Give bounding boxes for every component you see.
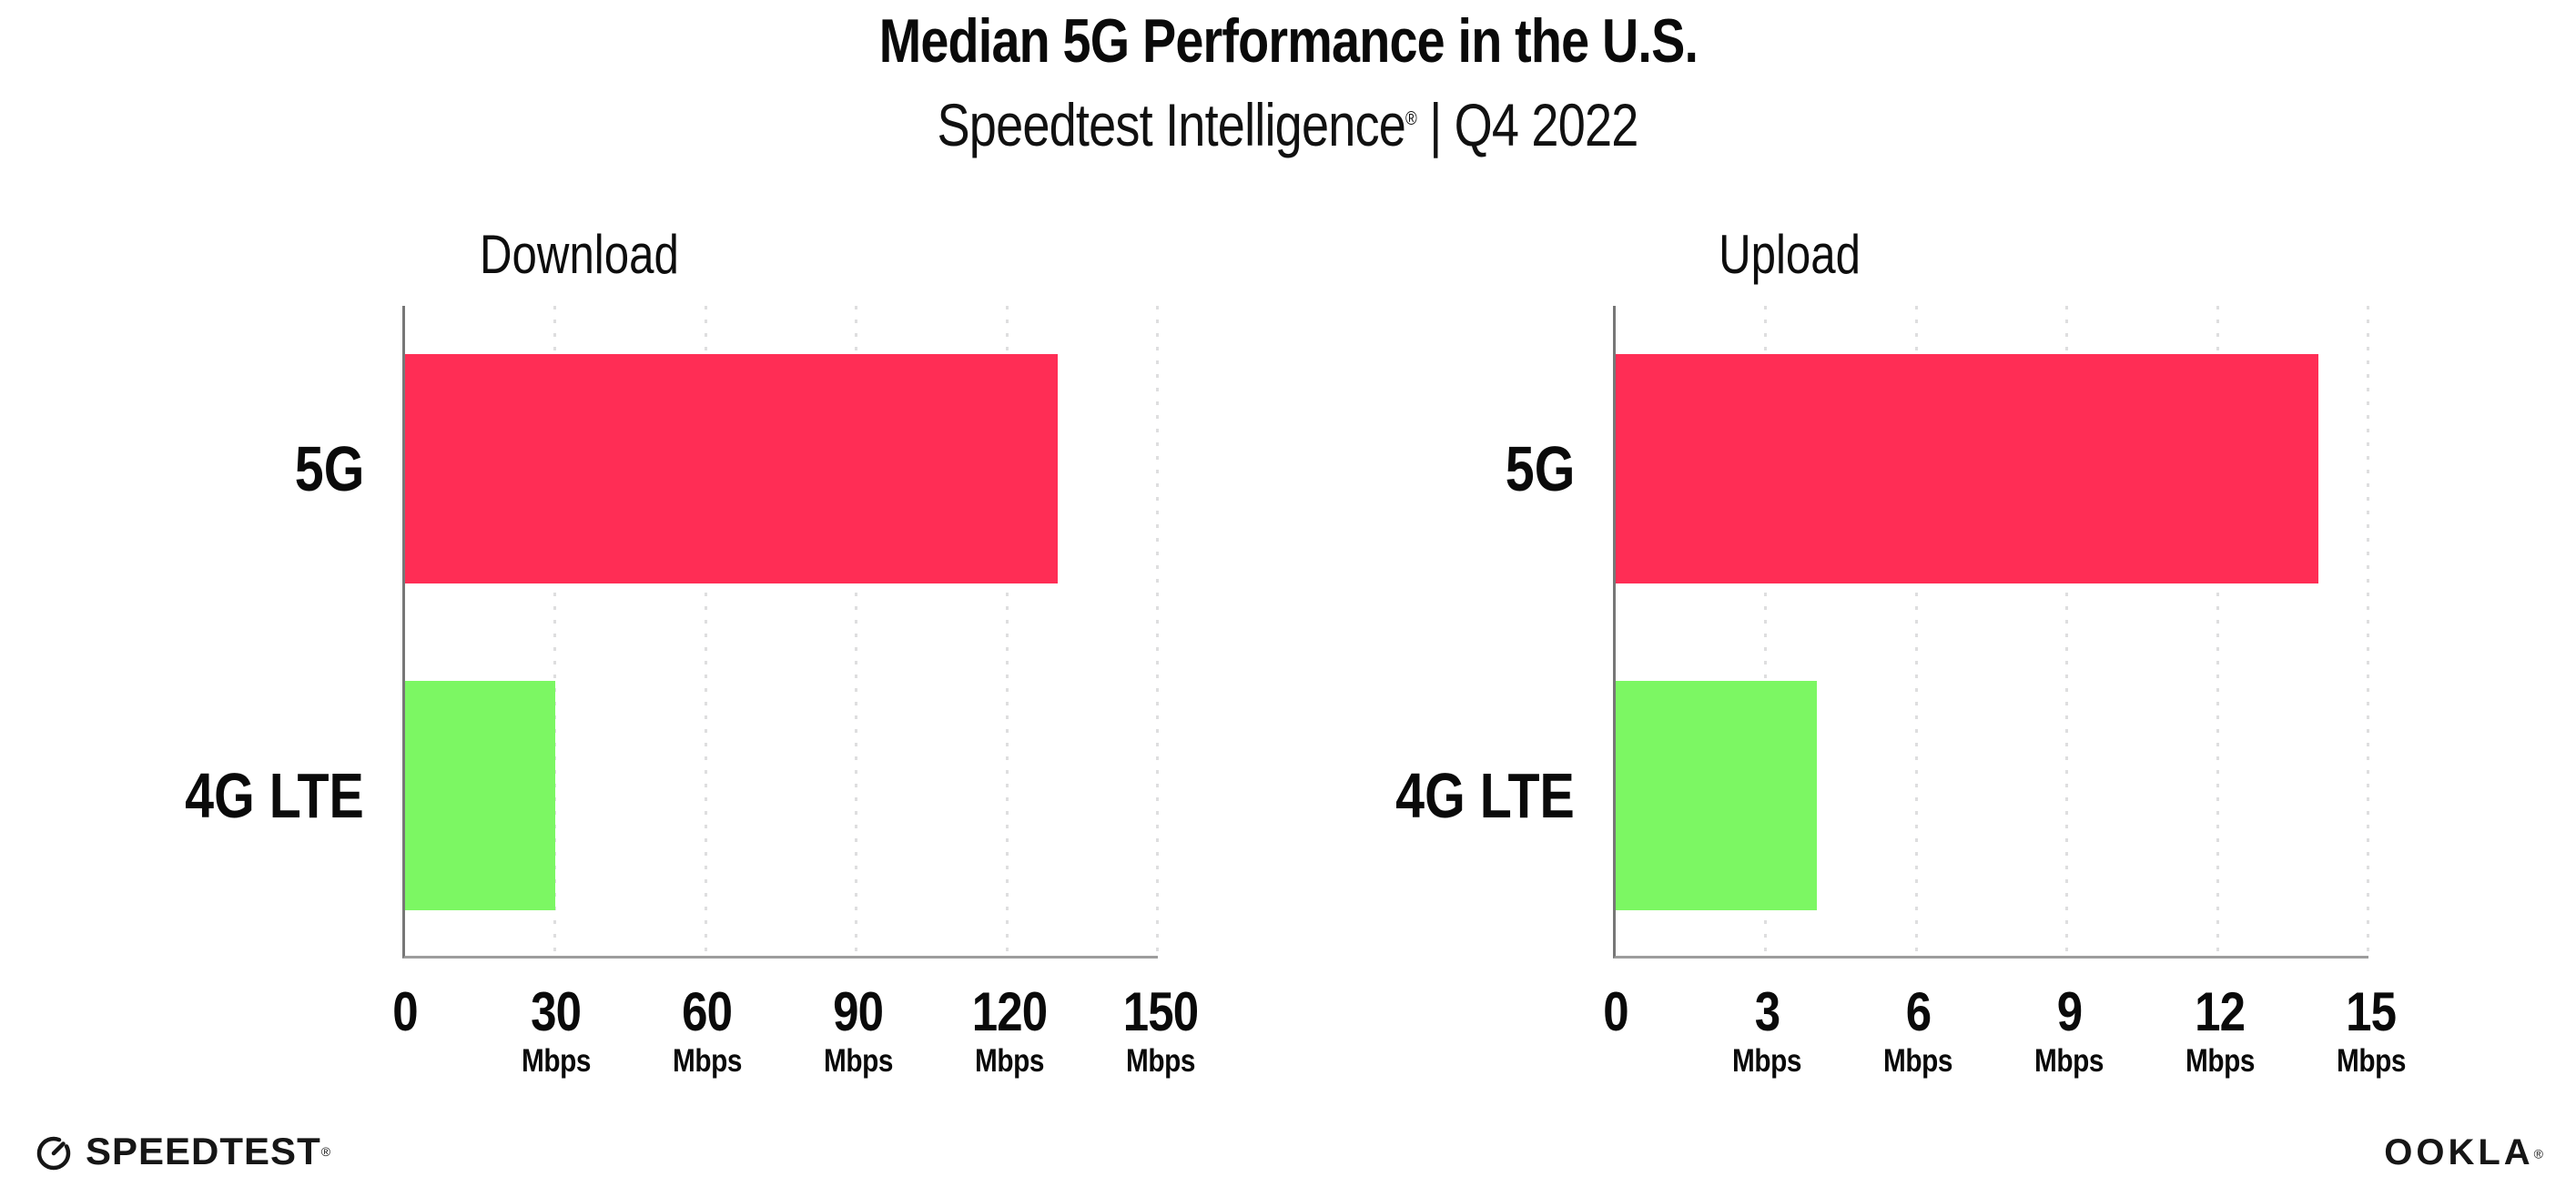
axis-tick: 6 Mbps (1877, 983, 1958, 1082)
axis-tick: 150 Mbps (1116, 983, 1204, 1082)
download-chart-title: Download (479, 224, 679, 285)
axis-tick: 15 Mbps (2330, 983, 2411, 1082)
gridline (2065, 306, 2069, 956)
axis-tick-unit: Mbps (1732, 1043, 1801, 1079)
axis-tick-unit: Mbps (2034, 1043, 2104, 1079)
axis-tick-unit: Mbps (975, 1043, 1044, 1079)
bar-5g-download (405, 354, 1058, 584)
axis-tick-unit: Mbps (2186, 1043, 2255, 1079)
speedometer-gauge-icon (33, 1131, 75, 1172)
gridline (855, 306, 858, 956)
category-label-5g: 5G (294, 433, 364, 505)
axis-tick-unit: Mbps (824, 1043, 893, 1079)
ookla-wordmark: OOKLA (2384, 1132, 2534, 1172)
gridline (2367, 306, 2369, 956)
axis-tick: 12 Mbps (2179, 983, 2260, 1082)
page-subtitle-inner: Speedtest Intelligence® | Q4 2022 (937, 91, 1639, 159)
charts-row: Download 5G 4G LTE 0 30 Mbps 60 Mbps 90 Mbps 120… (0, 209, 2576, 1079)
axis-tick-unit: Mbps (2337, 1043, 2406, 1079)
upload-plot-area: 0 3 Mbps 6 Mbps 9 Mbps 12 Mbps 15 Mbps (1603, 306, 2406, 1079)
axis-tick: 120 Mbps (965, 983, 1053, 1082)
gridline (1005, 306, 1009, 956)
gridline (1764, 306, 1768, 956)
speedtest-logo: SPEEDTEST ® (33, 1130, 330, 1173)
axis-tick: 60 Mbps (666, 983, 747, 1082)
page-title-text: Median 5G Performance in the U.S. (878, 6, 1698, 76)
gridline (1156, 306, 1159, 956)
axis-tick-label: 9 (2056, 981, 2082, 1042)
axis-tick-unit: Mbps (1126, 1043, 1195, 1079)
x-axis-ticks: 0 30 Mbps 60 Mbps 90 Mbps 120 Mbps 150 Mbps (392, 961, 1199, 1134)
download-chart-title-wrap: Download (0, 209, 1158, 306)
speedtest-wordmark: SPEEDTEST (86, 1130, 321, 1172)
category-label-4g-lte: 4G LTE (185, 759, 364, 831)
axis-tick-label: 30 (531, 981, 582, 1042)
axis-tick: 0 (1601, 983, 1630, 1040)
axis-tick-unit: Mbps (1883, 1043, 1952, 1079)
gridline (2216, 306, 2219, 956)
axis-tick: 9 Mbps (2028, 983, 2109, 1082)
bar-4g-lte-upload (1616, 680, 1817, 910)
upload-category-labels: 5G 4G LTE (1211, 306, 1613, 961)
axis-tick-unit: Mbps (522, 1043, 591, 1079)
axis-tick: 0 (390, 983, 420, 1040)
axis-tick-label: 60 (682, 981, 733, 1042)
axis-tick-label: 120 (971, 981, 1048, 1042)
upload-chart-title: Upload (1719, 224, 1861, 285)
gridline (1914, 306, 1918, 956)
axis-tick: 90 Mbps (817, 983, 898, 1082)
download-category-labels: 5G 4G LTE (0, 306, 402, 961)
axis-tick: 3 Mbps (1726, 983, 1807, 1082)
download-plot-row: 5G 4G LTE 0 30 Mbps 60 Mbps 90 Mbps 120 Mbps 150 Mb… (0, 306, 1211, 1079)
axis-tick-label: 0 (1603, 981, 1628, 1042)
page-title: Median 5G Performance in the U.S. (0, 6, 2576, 76)
axis-tick-label: 12 (2195, 981, 2246, 1042)
footer: SPEEDTEST ® OOKLA® (0, 1115, 2576, 1197)
page-subtitle: Speedtest Intelligence® | Q4 2022 (0, 94, 2576, 157)
upload-chart-title-wrap: Upload (1211, 209, 2368, 306)
category-label-4g-lte: 4G LTE (1395, 759, 1575, 831)
gridline (704, 306, 707, 956)
upload-plot-row: 5G 4G LTE 0 3 Mbps 6 Mbps 9 Mbps 12 Mbps 15 Mbps (1211, 306, 2576, 1079)
subtitle-brand: Speedtest Intelligence (937, 91, 1406, 159)
registered-mark: ® (1405, 108, 1418, 130)
gridline (553, 306, 557, 956)
subtitle-period: | Q4 2022 (1416, 91, 1639, 159)
upload-chart: Upload 5G 4G LTE 0 3 Mbps 6 Mbps 9 Mbps 12 Mbps 15… (1211, 209, 2576, 1079)
axis-tick: 30 Mbps (515, 983, 596, 1082)
axis-tick-label: 150 (1122, 981, 1199, 1042)
category-label-5g: 5G (1505, 433, 1575, 505)
x-axis-ticks: 0 3 Mbps 6 Mbps 9 Mbps 12 Mbps 15 Mbps (1603, 961, 2406, 1134)
ookla-logo: OOKLA® (2384, 1132, 2543, 1173)
axis-tick-label: 6 (1905, 981, 1931, 1042)
axis-tick-label: 3 (1754, 981, 1780, 1042)
download-plot-area: 0 30 Mbps 60 Mbps 90 Mbps 120 Mbps 150 Mbps (392, 306, 1199, 1079)
axis-tick-unit: Mbps (673, 1043, 742, 1079)
ookla-trademark: ® (2533, 1146, 2543, 1161)
bar-4g-lte-download (405, 680, 556, 910)
axis-tick-label: 90 (833, 981, 884, 1042)
bar-5g-upload (1616, 354, 2318, 584)
download-chart: Download 5G 4G LTE 0 30 Mbps 60 Mbps 90 Mbps 120… (0, 209, 1211, 1079)
header: Median 5G Performance in the U.S. Speedt… (0, 0, 2576, 157)
axis-tick-label: 0 (392, 981, 418, 1042)
axis-tick-label: 15 (2346, 981, 2397, 1042)
speedtest-trademark: ® (320, 1144, 331, 1159)
